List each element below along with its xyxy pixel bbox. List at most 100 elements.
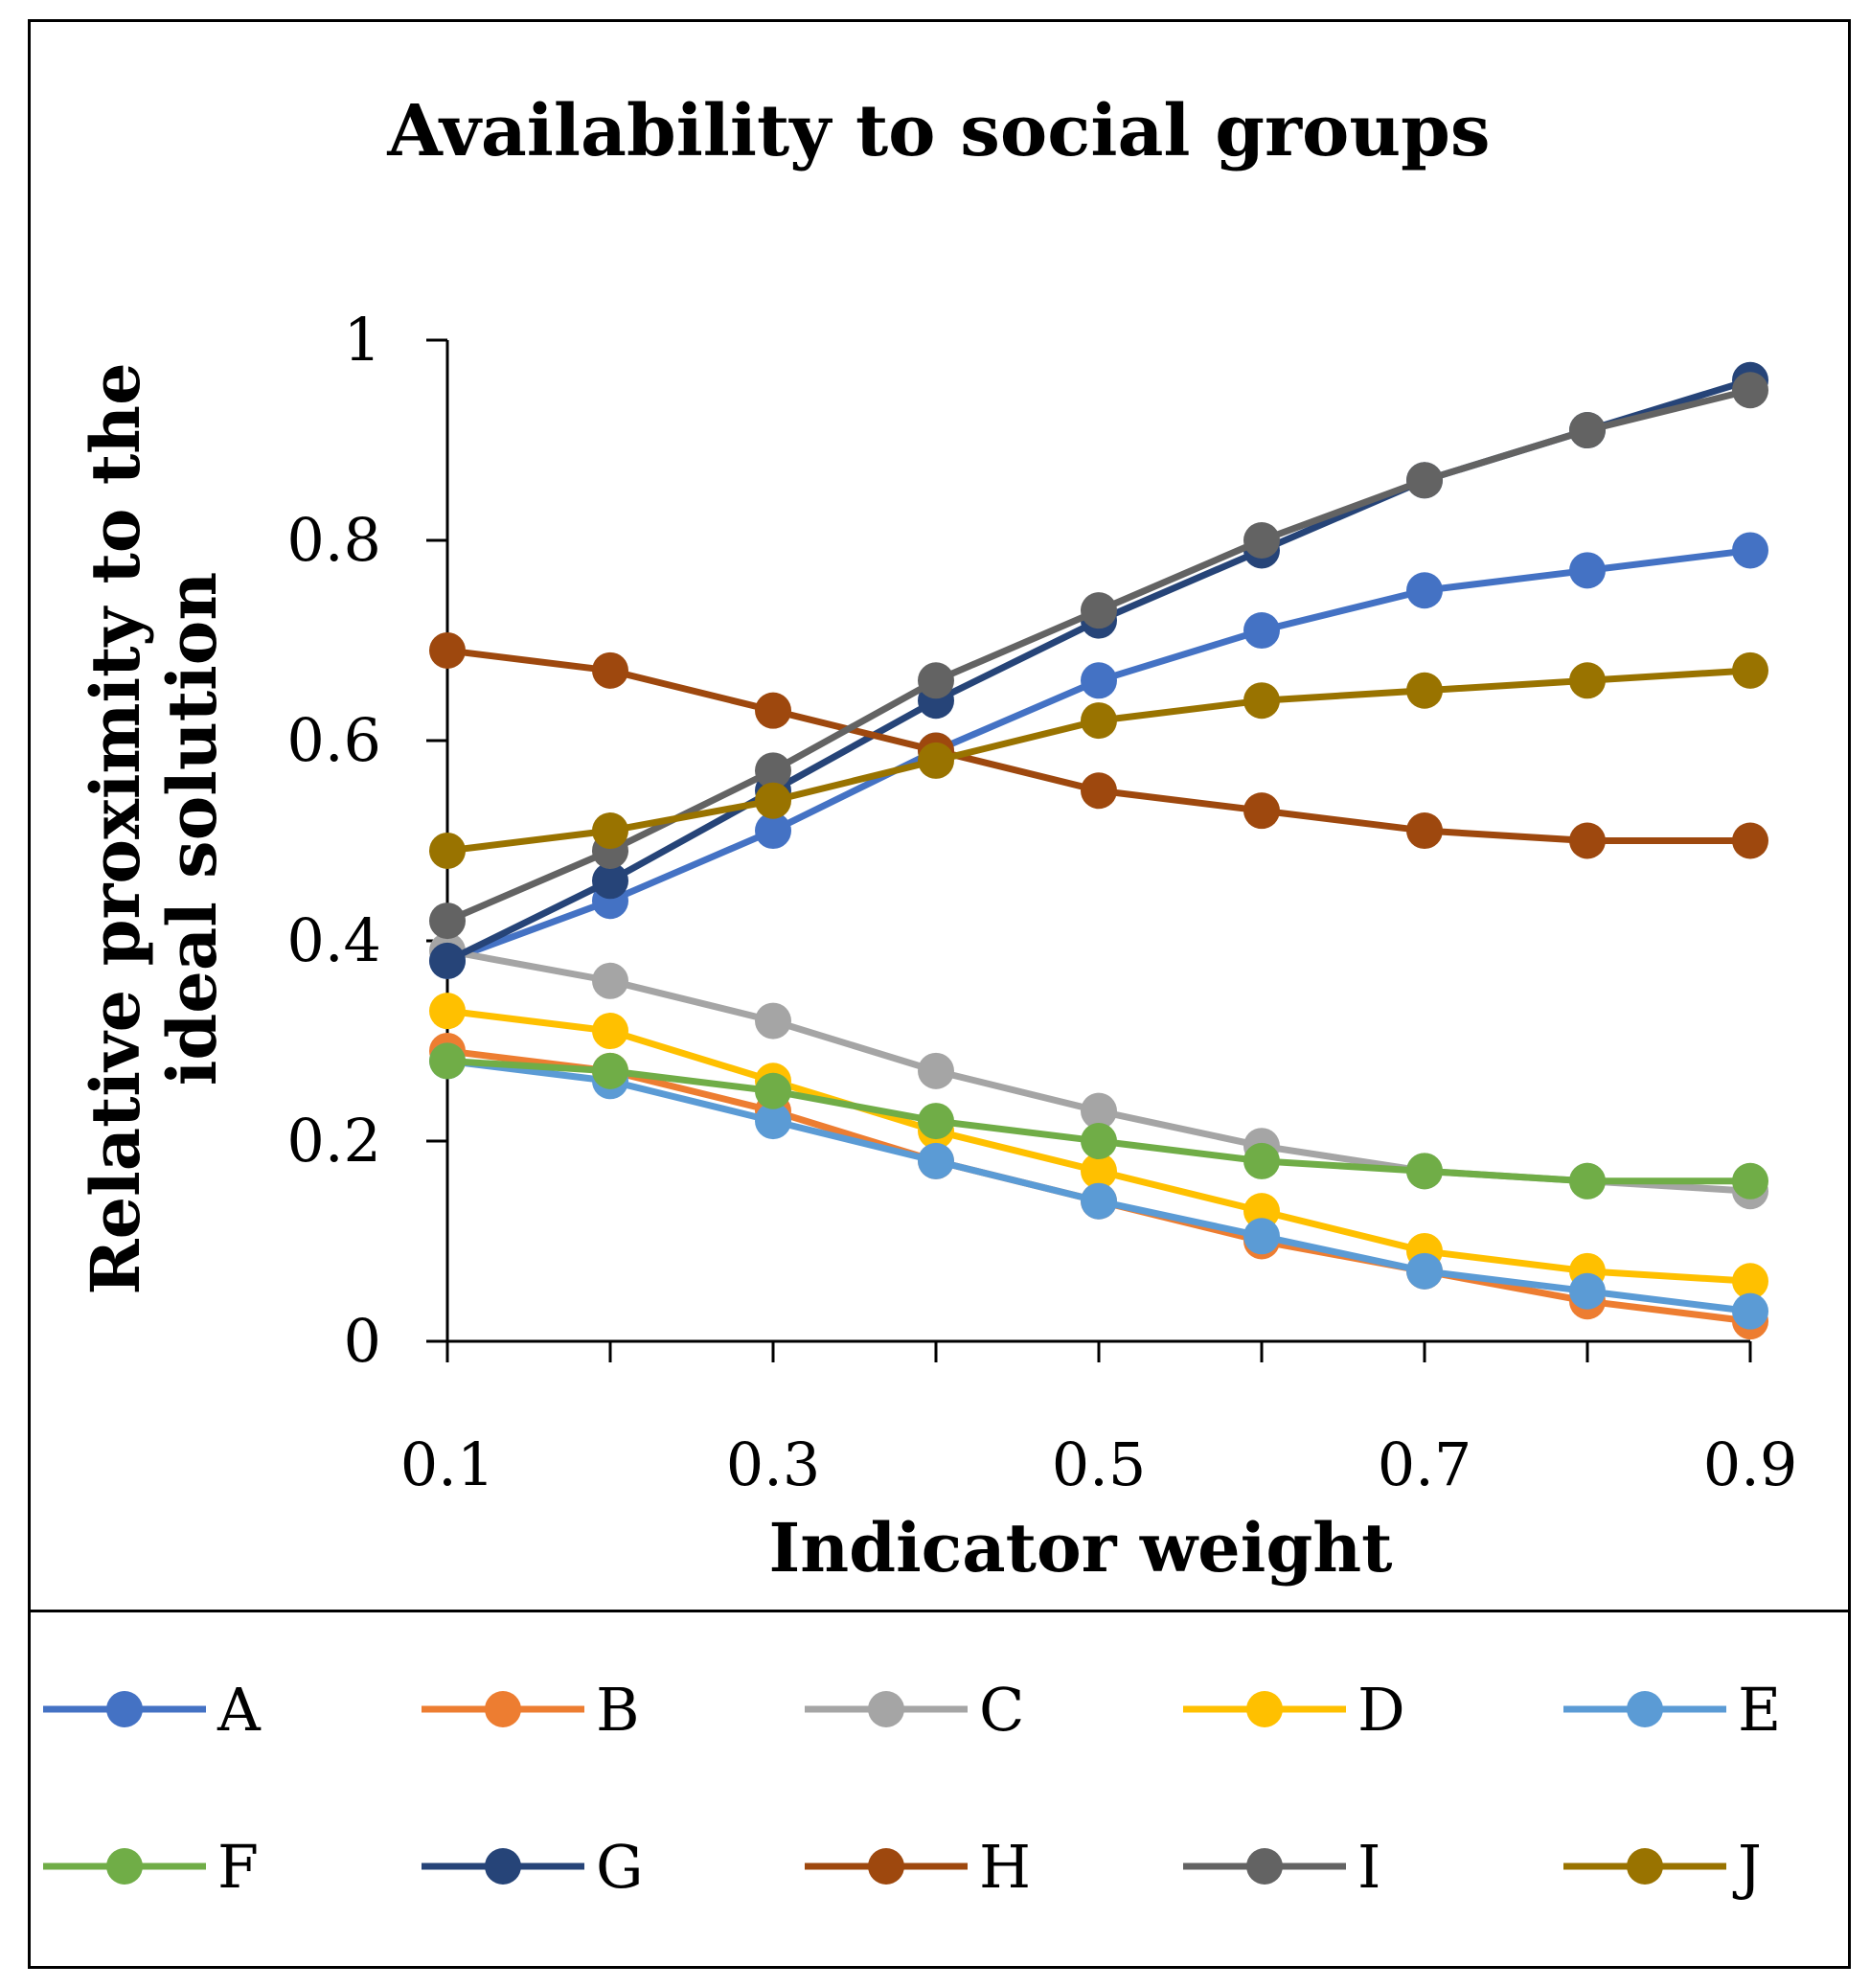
data-point-F — [1569, 1162, 1606, 1200]
data-point-I — [918, 662, 954, 699]
data-point-C — [918, 1052, 954, 1089]
legend-item-F: F — [43, 1832, 259, 1902]
x-tick-label: 0.5 — [1052, 1429, 1147, 1499]
x-tick-label: 0.3 — [726, 1429, 821, 1499]
data-point-I — [1406, 462, 1443, 499]
data-point-E — [1081, 1182, 1117, 1220]
data-point-A — [755, 812, 791, 850]
legend-label-E: E — [1738, 1675, 1781, 1745]
series-E — [429, 1042, 1768, 1330]
data-point-J — [1569, 662, 1606, 699]
data-point-F — [1732, 1162, 1768, 1200]
y-axis-title-line-2: ideal solution — [152, 572, 232, 1085]
data-point-D — [592, 1013, 628, 1050]
data-point-G — [429, 942, 466, 979]
legend-label-D: D — [1357, 1675, 1405, 1745]
data-point-E — [918, 1142, 954, 1179]
data-point-I — [429, 903, 466, 940]
legend-label-F: F — [217, 1832, 259, 1902]
data-point-H — [1732, 822, 1768, 859]
data-point-E — [755, 1103, 791, 1140]
legend-item-G: G — [422, 1832, 644, 1902]
data-point-J — [592, 812, 628, 850]
data-point-J — [1081, 702, 1117, 740]
legend-label-J: J — [1732, 1832, 1762, 1902]
legend-label-I: I — [1357, 1832, 1381, 1902]
data-point-J — [1406, 672, 1443, 709]
series-J — [429, 651, 1768, 869]
x-tick-label: 0.1 — [400, 1429, 495, 1499]
x-tick-label: 0.9 — [1703, 1429, 1798, 1499]
legend-item-D: D — [1183, 1675, 1405, 1745]
data-point-E — [1732, 1292, 1768, 1330]
legend-marker-C — [868, 1691, 904, 1727]
data-point-A — [1732, 532, 1768, 569]
data-point-A — [1406, 572, 1443, 609]
data-point-J — [1243, 682, 1280, 720]
data-point-F — [429, 1042, 466, 1080]
data-point-J — [1732, 651, 1768, 689]
legend-divider — [28, 1610, 1851, 1612]
y-tick-label: 0.4 — [286, 905, 381, 975]
data-point-I — [1243, 522, 1280, 559]
data-point-F — [918, 1103, 954, 1140]
legend-marker-D — [1246, 1691, 1283, 1727]
data-point-H — [429, 631, 466, 669]
legend-marker-G — [485, 1848, 521, 1885]
x-axis-title: Indicator weight — [769, 1508, 1393, 1588]
data-point-E — [1243, 1218, 1280, 1255]
data-point-D — [1243, 1193, 1280, 1230]
legend-item-B: B — [422, 1675, 640, 1745]
legend-marker-J — [1627, 1848, 1663, 1885]
data-point-F — [592, 1052, 628, 1089]
data-point-A — [1081, 662, 1117, 699]
legend-label-A: A — [217, 1675, 262, 1745]
legend-item-C: C — [805, 1675, 1024, 1745]
legend-item-J: J — [1563, 1832, 1762, 1902]
y-tick-label: 0.6 — [286, 705, 381, 775]
data-point-D — [1732, 1263, 1768, 1300]
data-point-F — [1081, 1123, 1117, 1159]
legend-label-H: H — [979, 1832, 1031, 1902]
data-point-J — [429, 832, 466, 869]
data-point-I — [1569, 412, 1606, 449]
data-point-C — [1081, 1092, 1117, 1130]
data-point-C — [755, 1002, 791, 1040]
y-tick-label: 0 — [344, 1306, 381, 1376]
data-point-E — [1569, 1272, 1606, 1310]
data-point-H — [1406, 812, 1443, 850]
data-point-A — [1569, 552, 1606, 589]
chart-title: Availability to social groups — [386, 90, 1490, 172]
axes: 0 0.2 0.4 0.6 0.8 1 0.1 0.3 0.5 0.7 0.9 — [286, 305, 1797, 1499]
data-point-H — [1081, 772, 1117, 810]
legend-item-A: A — [43, 1675, 262, 1745]
series-F — [429, 1042, 1768, 1200]
data-point-H — [1569, 822, 1606, 859]
data-point-I — [1081, 592, 1117, 629]
data-point-H — [1243, 792, 1280, 830]
y-tick-label: 0.8 — [286, 505, 381, 575]
data-point-E — [1406, 1252, 1443, 1290]
legend-marker-B — [485, 1691, 521, 1727]
data-point-J — [755, 782, 791, 819]
y-tick-label: 0.2 — [286, 1106, 381, 1176]
data-point-H — [592, 651, 628, 689]
data-point-F — [755, 1072, 791, 1109]
legend-marker-E — [1627, 1691, 1663, 1727]
y-tick-label: 1 — [344, 305, 381, 375]
series-H — [429, 631, 1768, 859]
legend-item-H: H — [805, 1832, 1031, 1902]
legend-label-C: C — [979, 1675, 1024, 1745]
data-point-C — [592, 962, 628, 999]
data-point-F — [1243, 1142, 1280, 1179]
legend-item-E: E — [1563, 1675, 1781, 1745]
series-layer — [429, 361, 1768, 1340]
series-I — [429, 372, 1768, 940]
data-point-D — [429, 993, 466, 1030]
data-point-J — [918, 742, 954, 779]
data-point-G — [592, 862, 628, 900]
legend-marker-I — [1246, 1848, 1283, 1885]
chart-frame — [28, 19, 1851, 1969]
data-point-F — [1406, 1153, 1443, 1190]
